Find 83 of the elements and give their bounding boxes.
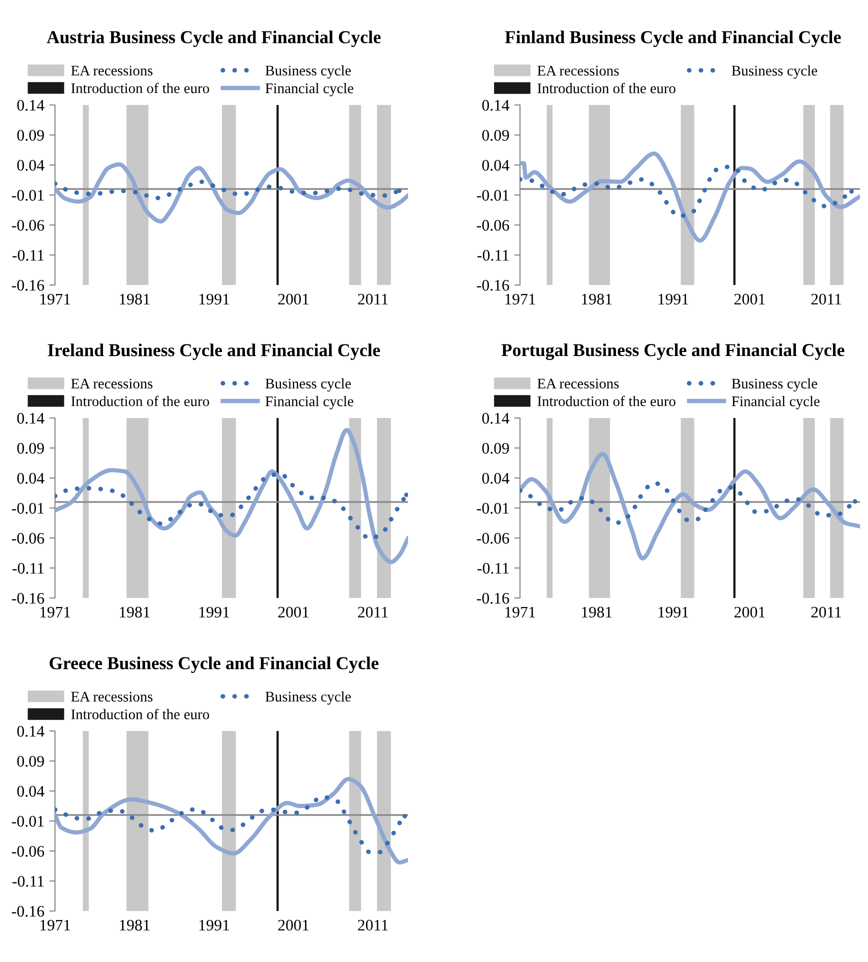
- chart-title: Greece Business Cycle and Financial Cycle: [50, 656, 378, 673]
- y-tick-label: -0.01: [476, 502, 509, 514]
- y-tick-label: -0.06: [476, 532, 510, 544]
- x-tick-label: 1981: [120, 606, 150, 618]
- legend-label: EA recessions: [71, 66, 152, 76]
- x-tick-label: 1991: [658, 294, 688, 305]
- x-tick-label: 2001: [734, 606, 765, 618]
- y-tick-label: -0.01: [12, 816, 44, 827]
- y-tick-label: -0.16: [12, 592, 44, 604]
- legend-label: Introduction of the euro: [538, 82, 676, 94]
- legend-label: Business cycle: [265, 378, 351, 392]
- legend-label: Financial cycle: [265, 396, 354, 410]
- chart-title: Ireland Business Cycle and Financial Cycle: [48, 344, 380, 360]
- y-tick-label: -0.06: [12, 846, 44, 857]
- y-tick-label: -0.11: [12, 250, 44, 261]
- legend-label: Introduction of the euro: [71, 396, 210, 406]
- legend-label: Introduction of the euro: [538, 396, 676, 406]
- y-tick-label: 0.09: [482, 130, 509, 141]
- y-tick-label: 0.09: [17, 756, 44, 767]
- legend-label: EA recessions: [71, 378, 152, 389]
- legend-label: Introduction of the euro: [71, 708, 210, 720]
- y-tick-label: -0.11: [478, 250, 509, 261]
- y-tick-label: -0.01: [12, 502, 44, 514]
- x-tick-label: 1991: [199, 920, 230, 931]
- legend-label: EA recessions: [71, 692, 152, 702]
- y-tick-label: 0.04: [482, 472, 510, 484]
- y-tick-label: 0.14: [17, 412, 44, 424]
- x-tick-label: 1991: [199, 606, 230, 618]
- y-tick-label: 0.04: [482, 160, 510, 171]
- x-tick-label: 1971: [40, 606, 70, 618]
- y-tick-label: -0.01: [12, 190, 44, 201]
- y-tick-label: 0.09: [482, 442, 509, 454]
- y-tick-label: 0.04: [17, 786, 44, 797]
- y-tick-label: 0.14: [17, 100, 44, 111]
- chart-title: Portugal Business Cycle and Financial Cycle: [502, 343, 844, 360]
- x-tick-label: 1971: [505, 606, 536, 618]
- x-tick-label: 1971: [505, 294, 536, 305]
- x-tick-label: 1991: [199, 294, 230, 305]
- y-tick-label: -0.16: [12, 906, 44, 917]
- y-tick-label: -0.11: [12, 562, 44, 574]
- legend-label: Business cycle: [732, 65, 818, 79]
- x-tick-label: 2001: [734, 294, 765, 305]
- y-tick-label: 0.09: [17, 442, 44, 454]
- x-tick-label: 2011: [811, 294, 842, 305]
- legend-label: EA recessions: [537, 66, 619, 76]
- x-tick-label: 2011: [811, 606, 842, 618]
- chart-title: Austria Business Cycle and Financial Cycle: [46, 30, 381, 47]
- y-tick-label: 0.09: [17, 130, 44, 141]
- y-tick-label: -0.11: [478, 562, 509, 574]
- legend-label: Business cycle: [265, 691, 351, 705]
- x-tick-label: 2001: [278, 294, 309, 305]
- y-tick-label: -0.16: [476, 592, 510, 604]
- x-tick-label: 2011: [358, 294, 388, 305]
- x-tick-label: 2011: [358, 920, 388, 931]
- y-tick-label: -0.16: [12, 280, 44, 291]
- y-tick-label: -0.11: [12, 876, 44, 887]
- x-tick-label: 1981: [582, 606, 612, 618]
- y-tick-label: 0.14: [482, 100, 510, 111]
- y-tick-label: -0.16: [476, 280, 510, 291]
- y-tick-label: 0.14: [17, 726, 44, 737]
- legend-label: EA recessions: [537, 378, 619, 389]
- legend-label: Business cycle: [265, 65, 351, 79]
- x-tick-label: 1991: [658, 606, 688, 618]
- x-tick-label: 1981: [582, 294, 612, 305]
- y-tick-label: -0.06: [12, 532, 44, 544]
- x-tick-label: 2001: [278, 606, 309, 618]
- legend-label: Financial cycle: [732, 396, 820, 410]
- y-tick-label: 0.04: [17, 160, 44, 171]
- legend-label: Introduction of the euro: [71, 82, 210, 94]
- x-tick-label: 1981: [120, 920, 150, 931]
- x-tick-label: 1971: [40, 920, 70, 931]
- x-tick-label: 1971: [40, 294, 70, 305]
- y-tick-label: -0.06: [12, 220, 44, 231]
- legend-label: Financial cycle: [265, 82, 354, 96]
- x-tick-label: 2011: [358, 606, 388, 618]
- y-tick-label: 0.04: [17, 472, 44, 484]
- x-tick-label: 2001: [278, 920, 309, 931]
- legend-label: Business cycle: [732, 378, 818, 392]
- y-tick-label: 0.14: [482, 412, 510, 424]
- y-tick-label: -0.01: [476, 190, 509, 201]
- x-tick-label: 1981: [120, 294, 150, 305]
- chart-title: Finland Business Cycle and Financial Cycle: [505, 30, 841, 47]
- y-tick-label: -0.06: [476, 220, 510, 231]
